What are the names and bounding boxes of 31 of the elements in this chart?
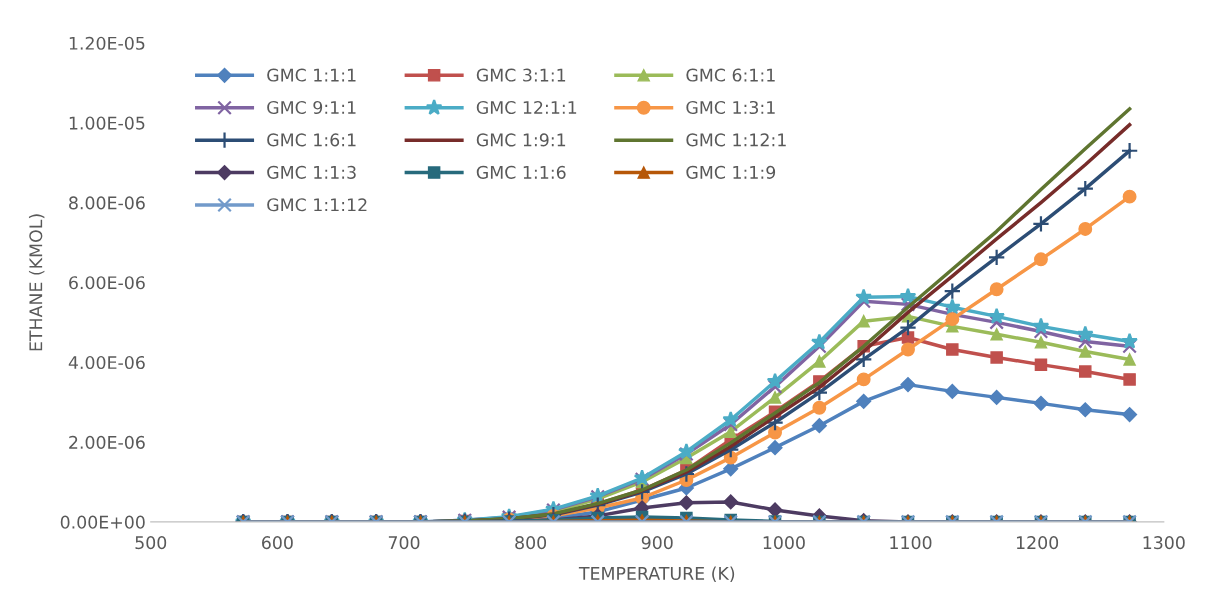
y-tick-label: 6.00E-06 bbox=[69, 276, 145, 290]
legend-label: GMC 9:1:1 bbox=[267, 100, 356, 115]
x-tick-label: 1300 bbox=[1143, 536, 1185, 550]
legend-label: GMC 1:9:1 bbox=[476, 133, 566, 147]
x-tick-label: 600 bbox=[262, 536, 293, 550]
legend-label: GMC 1:1:3 bbox=[267, 165, 356, 179]
legend-label: GMC 1:6:1 bbox=[267, 133, 356, 147]
x-tick-label: 700 bbox=[388, 536, 420, 550]
legend-label: GMC 12:1:1 bbox=[476, 100, 577, 115]
x-tick-label: 500 bbox=[135, 536, 167, 550]
legend-label: GMC 1:1:6 bbox=[476, 165, 566, 179]
legend-label: GMC 1:1:9 bbox=[686, 165, 776, 179]
legend-label: GMC 1:1:12 bbox=[267, 198, 367, 212]
x-tick-label: 1100 bbox=[890, 536, 932, 550]
y-axis-title: ETHANE (KMOL) bbox=[28, 214, 45, 351]
y-tick-label: 0.00E+00 bbox=[60, 515, 145, 529]
legend-label: GMC 3:1:1 bbox=[476, 68, 566, 82]
legend-label: GMC 6:1:1 bbox=[686, 68, 775, 82]
x-tick-label: 900 bbox=[641, 536, 673, 550]
y-tick-label: 8.00E-06 bbox=[69, 196, 145, 210]
x-tick-label: 1200 bbox=[1016, 536, 1059, 550]
y-tick-label: 2.00E-06 bbox=[69, 435, 145, 449]
legend-label: GMC 1:1:1 bbox=[267, 68, 356, 82]
x-tick-label: 1000 bbox=[763, 536, 805, 550]
x-axis-title: TEMPERATURE (K) bbox=[578, 566, 735, 582]
y-tick-label: 1.20E-05 bbox=[69, 36, 145, 50]
y-tick-label: 4.00E-06 bbox=[68, 355, 145, 370]
x-tick-label: 800 bbox=[515, 536, 547, 550]
legend-label: GMC 1:12:1 bbox=[686, 133, 786, 147]
legend-label: GMC 1:3:1 bbox=[686, 100, 775, 115]
y-tick-label: 1.00E-05 bbox=[69, 116, 145, 130]
